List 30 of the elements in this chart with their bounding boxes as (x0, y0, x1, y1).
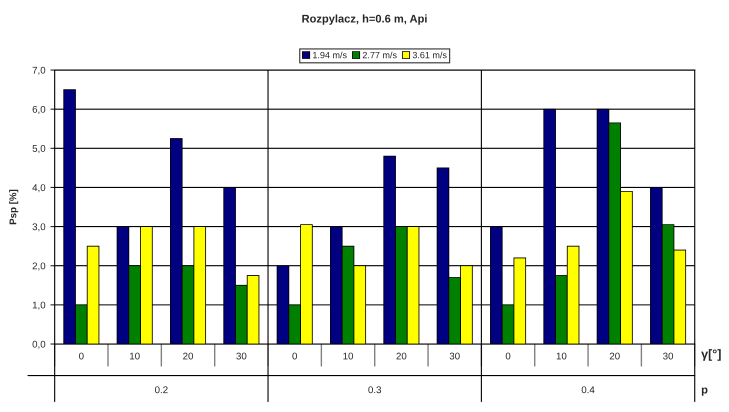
chart-title: Rozpylacz, h=0.6 m, Api (302, 14, 427, 25)
x-tick-label: 10 (343, 352, 354, 360)
y-tick-label: 0,0 (32, 340, 46, 349)
text: 0.3 (368, 386, 382, 394)
text: 0.4 (582, 386, 595, 394)
legend-label: 3.61 m/s (412, 52, 447, 58)
x-tick-label: 0 (292, 352, 298, 360)
y-tick-label: 4,0 (32, 184, 46, 192)
y-tick-label: 5,0 (32, 145, 46, 154)
y-tick-label: 3,0 (32, 223, 46, 232)
y-tick-label: 2,0 (32, 262, 46, 271)
x-tick-label: 30 (236, 352, 246, 360)
text: 0.2 (154, 386, 168, 394)
x-tick-label: 30 (450, 352, 460, 360)
x-tick-label: 10 (556, 352, 566, 360)
x-tick-label: 0 (506, 352, 510, 360)
x-tick-label: 0 (79, 352, 84, 360)
x-tick-label: 10 (130, 352, 140, 360)
x-axis-title: γ[°] (701, 349, 721, 361)
y-tick-label: 6,0 (32, 106, 46, 114)
y-axis-title: Psp [%] (9, 190, 18, 224)
text: p (702, 387, 708, 396)
x-tick-label: 20 (610, 352, 620, 360)
y-tick-label: 1,0 (32, 302, 46, 310)
legend-label: 2.77 m/s (362, 52, 397, 58)
x-tick-label: 20 (396, 352, 406, 360)
legend-label: 1.94 m/s (313, 52, 347, 58)
y-tick-label: 7,0 (32, 66, 46, 75)
x-tick-label: 30 (663, 352, 674, 360)
x-tick-label: 20 (183, 352, 194, 360)
